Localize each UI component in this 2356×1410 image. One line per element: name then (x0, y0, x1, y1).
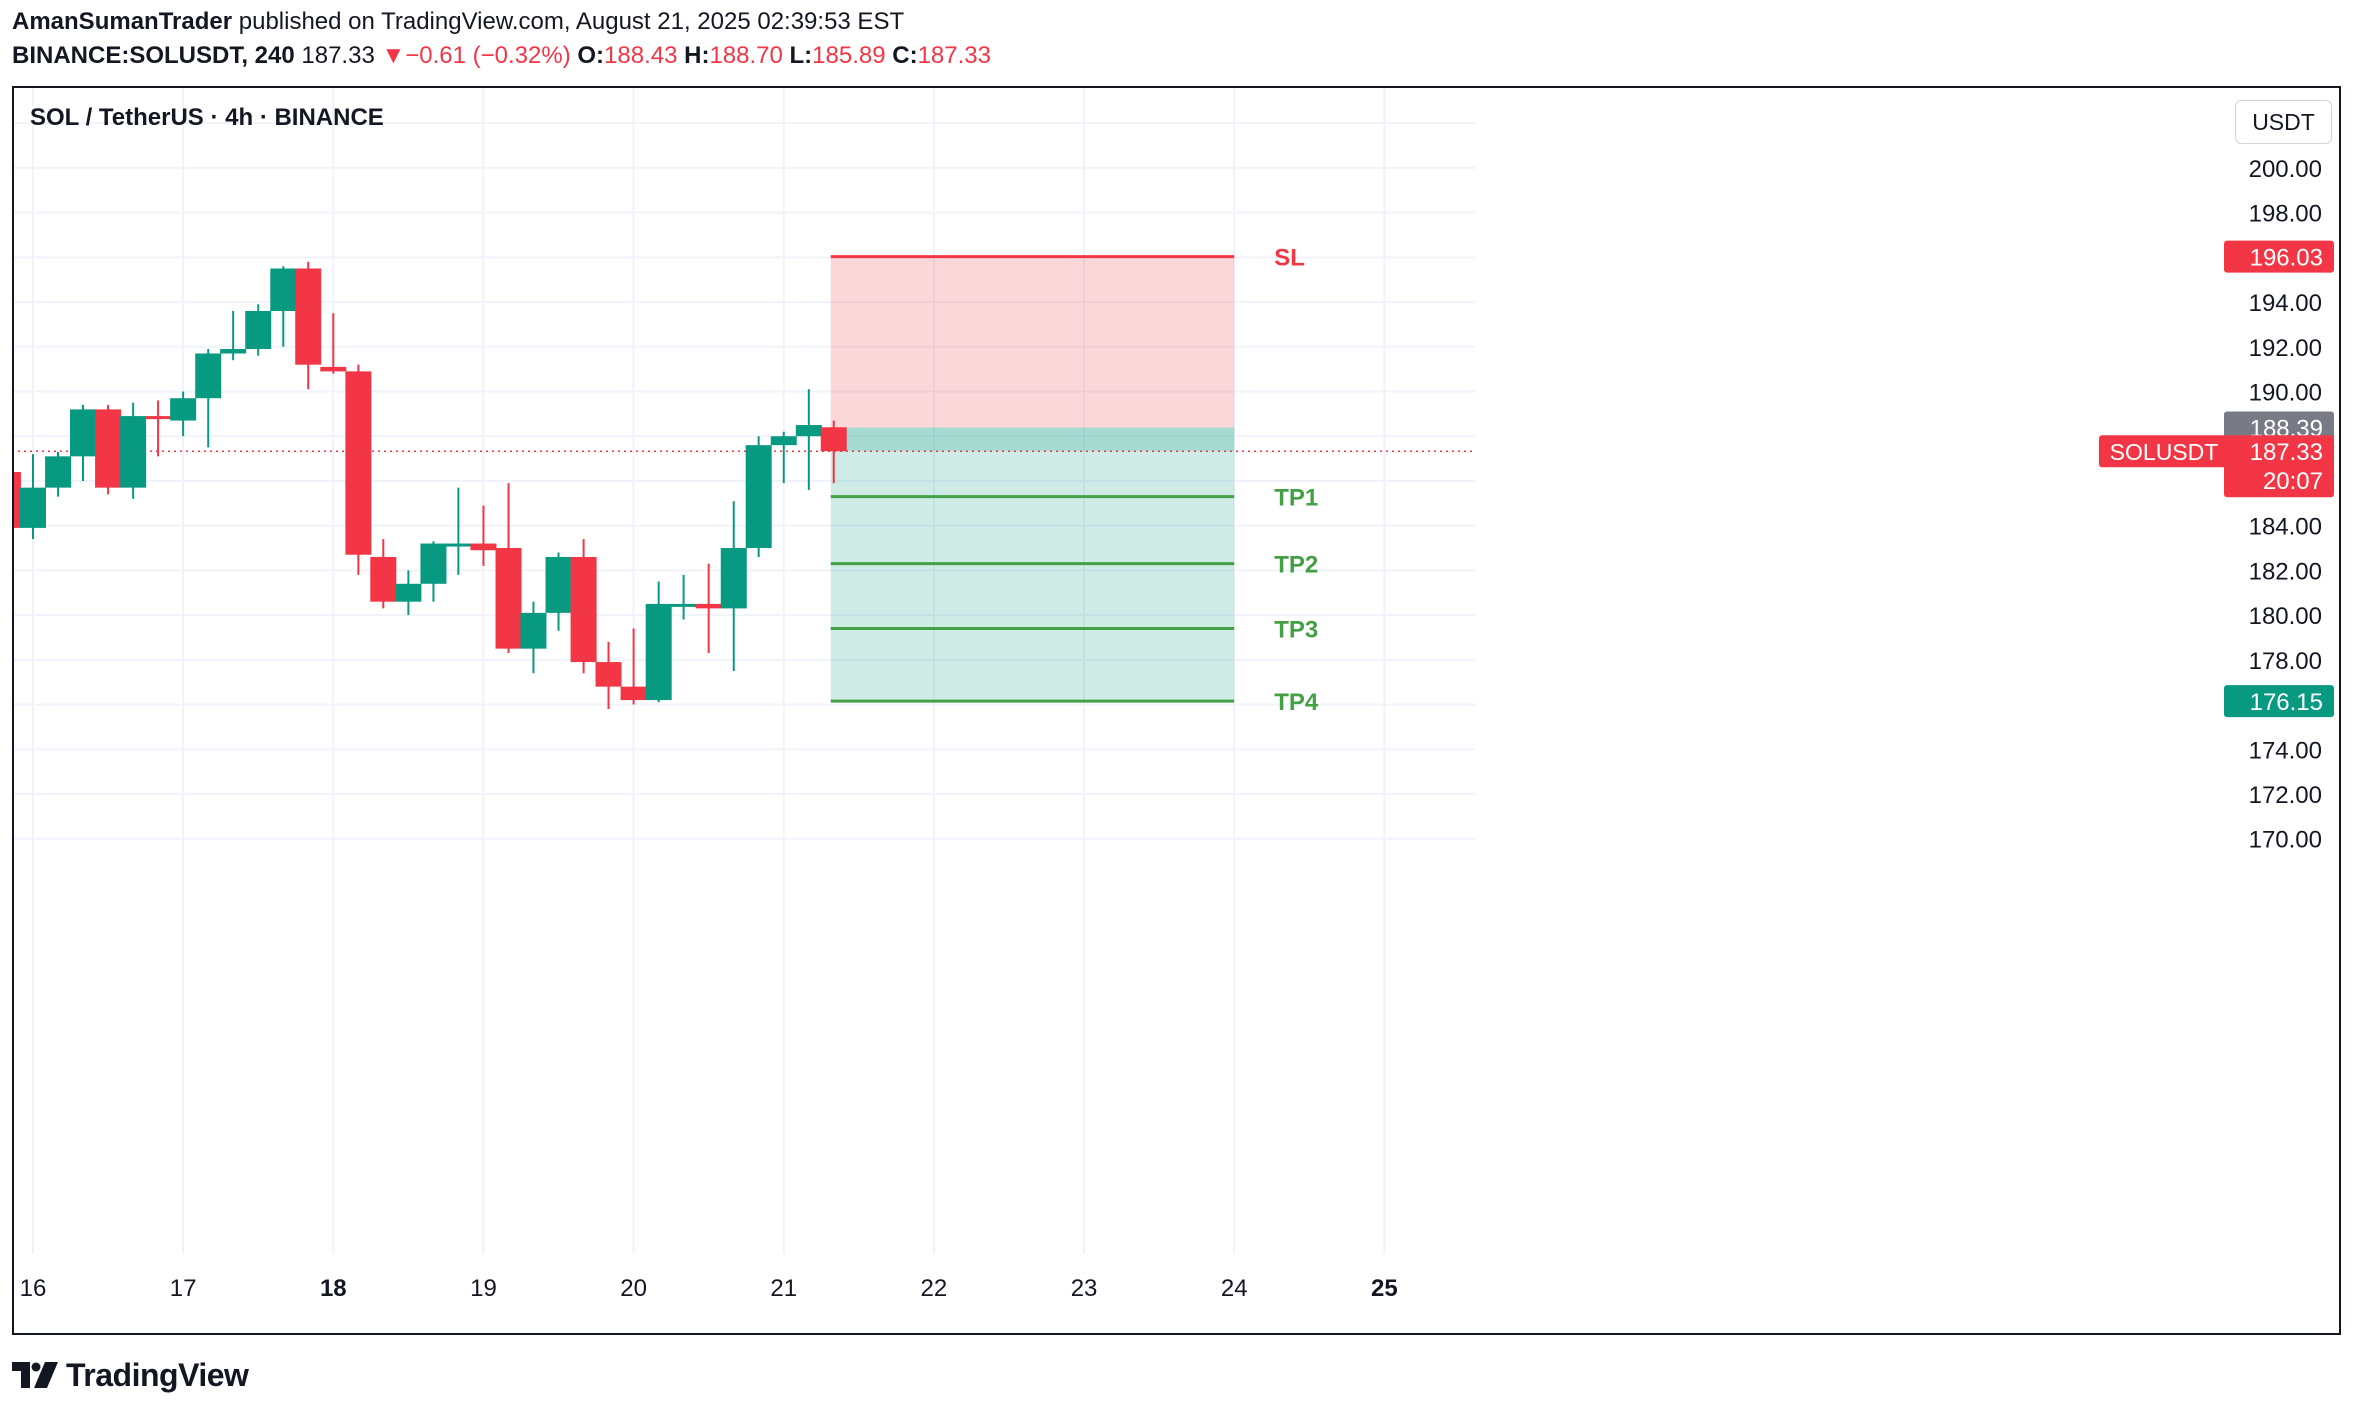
x-tick-label: 19 (470, 1275, 497, 1302)
symbol-tag-bg (2099, 435, 2229, 468)
y-tick-label: 174.00 (2249, 737, 2322, 764)
y-tick-label: 198.00 (2249, 201, 2322, 228)
x-tick-label: 21 (770, 1275, 797, 1302)
target-label-2: TP2 (1274, 552, 1318, 579)
candle-body[interactable] (420, 543, 447, 584)
candle-body[interactable] (270, 268, 297, 312)
open-label: O: (577, 42, 605, 69)
chart-legend: SOL / TetherUS · 4h · BINANCE (30, 104, 384, 131)
y-tick-label: 172.00 (2249, 782, 2322, 809)
candle-body[interactable] (195, 353, 222, 399)
last-price-tag-bg (2224, 435, 2334, 498)
currency-button[interactable]: USDT (2235, 100, 2332, 144)
tradingview-logo[interactable]: TradingView (12, 1355, 249, 1395)
target-label-1: TP1 (1274, 485, 1318, 512)
stop-loss-zone[interactable] (830, 256, 1235, 428)
x-tick-label: 20 (620, 1275, 647, 1302)
y-tick-label: 170.00 (2249, 827, 2322, 854)
y-tick-label: 180.00 (2249, 603, 2322, 630)
x-tick-label: 23 (1071, 1275, 1098, 1302)
close-label: C: (892, 42, 918, 69)
low-value: 185.89 (812, 42, 886, 69)
candle-body[interactable] (720, 548, 747, 609)
open-value: 188.43 (604, 42, 678, 69)
x-tick-label: 22 (921, 1275, 948, 1302)
stop-loss-label-bg (2224, 240, 2334, 273)
candle-body[interactable] (245, 311, 272, 350)
candle-body[interactable] (645, 603, 672, 701)
publish-info: AmanSumanTrader published on TradingView… (12, 8, 904, 36)
candle-body[interactable] (170, 398, 197, 421)
tradingview-logo-icon (12, 1362, 58, 1388)
bar-countdown: 20:07 (2263, 468, 2323, 495)
candle-body[interactable] (320, 366, 347, 372)
candle-body[interactable] (370, 556, 397, 602)
candle-body[interactable] (745, 445, 772, 549)
down-arrow-icon: ▼ (381, 42, 406, 69)
symbol-info: BINANCE:SOLUSDT, 240 187.33 ▼−0.61 (−0.3… (12, 42, 991, 70)
candle-body[interactable] (95, 409, 122, 488)
candle-body[interactable] (520, 612, 547, 649)
y-tick-label: 190.00 (2249, 380, 2322, 407)
last-price: 187.33 (301, 42, 375, 69)
candle-body[interactable] (120, 416, 147, 488)
last-price-tag: 187.33 (2250, 439, 2323, 466)
y-tick-label: 184.00 (2249, 514, 2322, 541)
y-tick-label: 178.00 (2249, 648, 2322, 675)
candle-body[interactable] (345, 371, 372, 555)
candle-body[interactable] (695, 603, 722, 609)
y-tick-label: 182.00 (2249, 558, 2322, 585)
symbol-tag: SOLUSDT (2110, 439, 2219, 465)
candle-body[interactable] (820, 427, 847, 452)
candle-body[interactable] (69, 409, 96, 457)
candle-body[interactable] (20, 487, 46, 528)
x-tick-label: 16 (20, 1275, 47, 1302)
x-tick-label: 17 (170, 1275, 197, 1302)
price-chart[interactable]: SLTP1TP2TP3TP4170.00172.00174.00176.0017… (12, 86, 2341, 1335)
close-value: 187.33 (917, 42, 991, 69)
candle-body[interactable] (12, 471, 21, 528)
x-tick-label: 25 (1371, 1275, 1398, 1302)
x-tick-label: 24 (1221, 1275, 1248, 1302)
chart-frame (12, 86, 2341, 1335)
candle-body[interactable] (495, 548, 522, 649)
candle-body[interactable] (620, 686, 647, 701)
candle-body[interactable] (595, 662, 622, 687)
high-value: 188.70 (709, 42, 783, 69)
candle-body[interactable] (795, 425, 822, 437)
candle-body[interactable] (45, 456, 72, 488)
brand-name: TradingView (66, 1356, 249, 1393)
symbol-name: BINANCE:SOLUSDT, 240 (12, 42, 295, 69)
candle-body[interactable] (445, 543, 472, 547)
stop-loss-label: 196.03 (2250, 245, 2323, 272)
take-profit-label-bg (2224, 685, 2334, 718)
low-label: L: (789, 42, 813, 69)
entry-zone[interactable] (830, 427, 1235, 452)
candle-body[interactable] (295, 268, 322, 365)
y-tick-label: 194.00 (2249, 290, 2322, 317)
candle-body[interactable] (470, 543, 497, 551)
target-label-3: TP3 (1274, 617, 1318, 644)
price-change: −0.61 (−0.32%) (405, 42, 571, 69)
candle-body[interactable] (770, 436, 797, 446)
x-tick-label: 18 (320, 1275, 347, 1302)
stop-loss-text: SL (1274, 245, 1305, 272)
candle-body[interactable] (545, 556, 572, 613)
candle-body[interactable] (395, 583, 422, 602)
target-label-4: TP4 (1274, 689, 1319, 716)
high-label: H: (684, 42, 710, 69)
take-profit-label: 176.15 (2250, 689, 2323, 716)
candle-body[interactable] (220, 349, 247, 354)
candle-body[interactable] (570, 556, 597, 663)
y-tick-label: 200.00 (2249, 156, 2322, 183)
published-text: published on TradingView.com, August 21,… (238, 8, 905, 35)
y-tick-label: 192.00 (2249, 335, 2322, 362)
candle-body[interactable] (145, 416, 172, 420)
author-name[interactable]: AmanSumanTrader (12, 8, 233, 35)
candle-body[interactable] (670, 603, 697, 607)
